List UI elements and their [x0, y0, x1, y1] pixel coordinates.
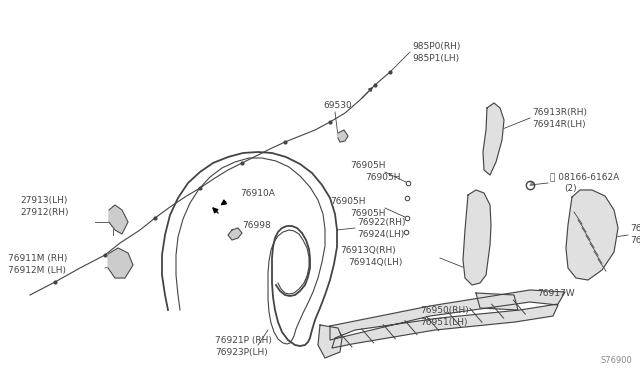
- Polygon shape: [463, 190, 491, 285]
- Polygon shape: [483, 103, 504, 175]
- Text: 76905H: 76905H: [365, 173, 401, 182]
- Polygon shape: [476, 293, 518, 310]
- Text: 27913(LH): 27913(LH): [20, 196, 67, 205]
- Text: 76954(RH): 76954(RH): [630, 224, 640, 234]
- Text: 76914R(LH): 76914R(LH): [532, 119, 586, 128]
- Polygon shape: [109, 205, 128, 234]
- Text: 76912M (LH): 76912M (LH): [8, 266, 66, 275]
- Text: 76905H: 76905H: [330, 198, 365, 206]
- Text: S76900: S76900: [600, 356, 632, 365]
- Text: 76923P(LH): 76923P(LH): [215, 347, 268, 356]
- Text: 76905H: 76905H: [350, 208, 385, 218]
- Text: 985P1(LH): 985P1(LH): [412, 55, 459, 64]
- Polygon shape: [566, 190, 618, 280]
- Text: 76917W: 76917W: [537, 289, 575, 298]
- Text: 76911M (RH): 76911M (RH): [8, 253, 67, 263]
- Text: 76921P (RH): 76921P (RH): [215, 336, 272, 344]
- Polygon shape: [228, 228, 242, 240]
- Text: B: B: [529, 183, 533, 187]
- Text: Ⓑ 08166-6162A: Ⓑ 08166-6162A: [550, 173, 620, 182]
- Text: 76924(LH): 76924(LH): [357, 230, 404, 238]
- Polygon shape: [108, 248, 133, 278]
- Text: 76913R(RH): 76913R(RH): [532, 108, 587, 116]
- Text: 985P0(RH): 985P0(RH): [412, 42, 460, 51]
- Text: 76922(RH): 76922(RH): [357, 218, 406, 227]
- Text: 69530: 69530: [323, 100, 352, 109]
- Polygon shape: [318, 325, 342, 358]
- Text: (2): (2): [564, 185, 577, 193]
- Polygon shape: [330, 290, 565, 348]
- Text: 27912(RH): 27912(RH): [20, 208, 68, 218]
- Text: 76905H: 76905H: [350, 161, 385, 170]
- Text: 76910A: 76910A: [240, 189, 275, 198]
- Text: 76914Q(LH): 76914Q(LH): [348, 257, 403, 266]
- Text: 76951(LH): 76951(LH): [420, 317, 467, 327]
- Text: 76913Q(RH): 76913Q(RH): [340, 246, 396, 254]
- Text: 76955(LH): 76955(LH): [630, 237, 640, 246]
- Polygon shape: [338, 130, 348, 142]
- Text: 76998: 76998: [242, 221, 271, 230]
- Text: 76950(RH): 76950(RH): [420, 305, 468, 314]
